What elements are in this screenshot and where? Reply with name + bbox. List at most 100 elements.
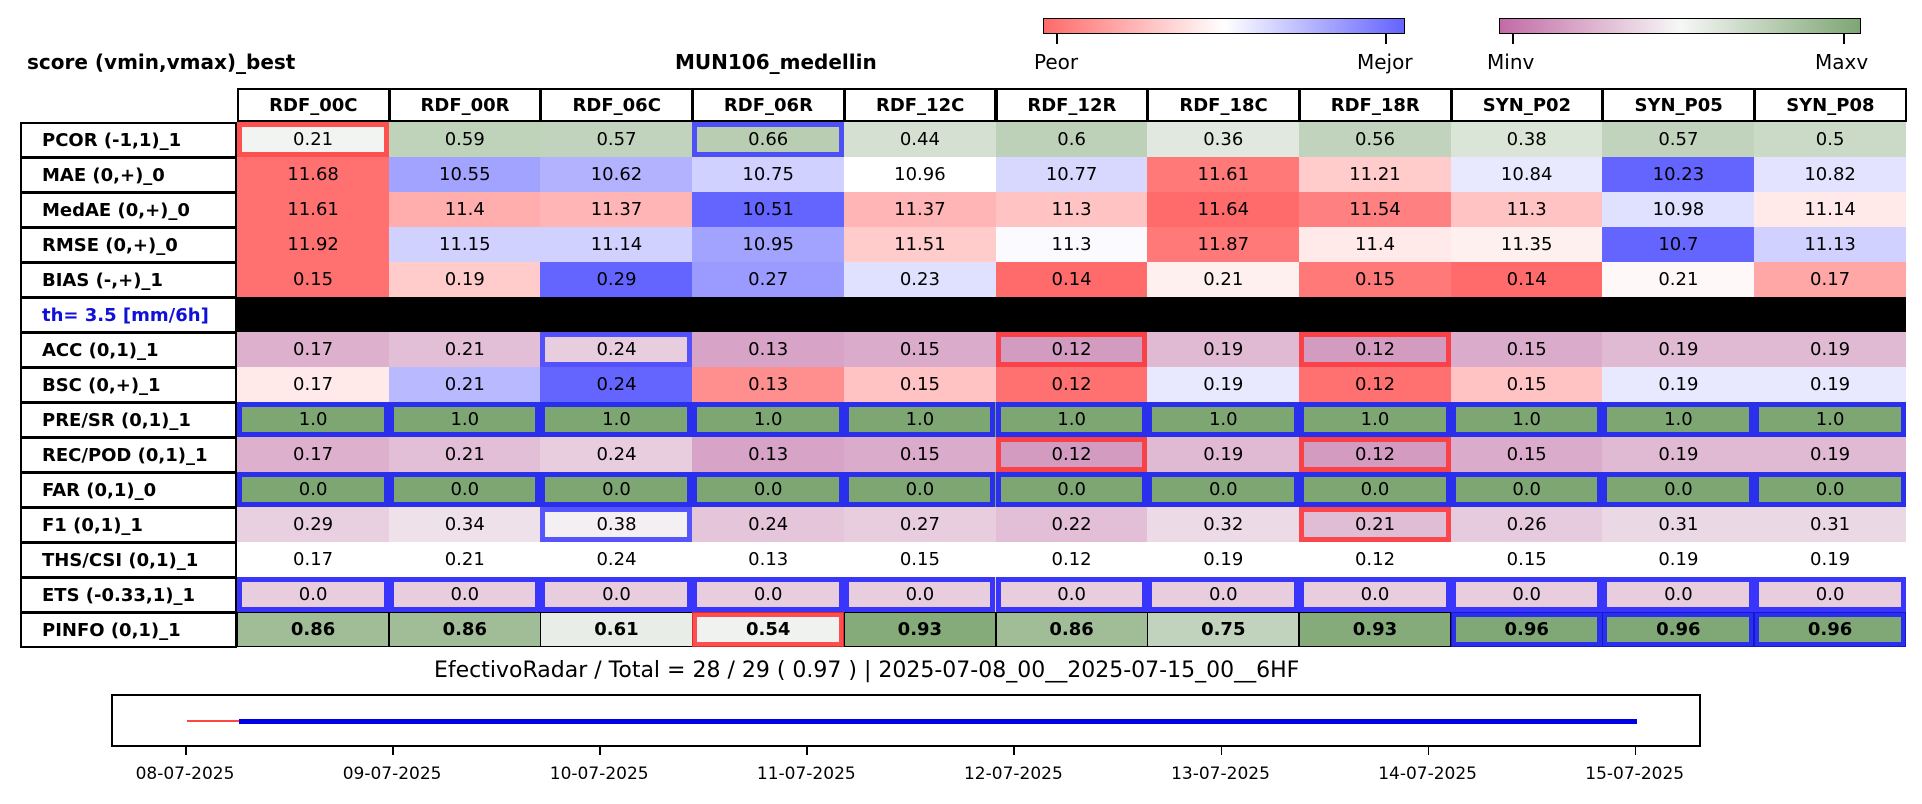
timeline-missing-segment — [187, 720, 239, 722]
timeline-tick — [599, 747, 601, 755]
score-cell: 0.75 — [1147, 612, 1300, 647]
score-cell: 0.36 — [1147, 122, 1300, 157]
score-cell: 0.12 — [995, 542, 1148, 577]
column-header: RDF_12C — [843, 88, 997, 122]
row-header: F1 (0,1)_1 — [20, 507, 237, 543]
score-cell: 0.24 — [540, 542, 693, 577]
column-header: RDF_06R — [692, 88, 845, 122]
timeline-tick — [806, 747, 808, 755]
score-cell: 0.21 — [1298, 507, 1452, 542]
row-header: REC/POD (0,1)_1 — [20, 437, 237, 473]
score-cell: 10.62 — [540, 157, 693, 192]
score-cell: 0.15 — [1298, 262, 1452, 297]
score-cell: 0.0 — [1298, 577, 1452, 612]
score-cell: 0.12 — [995, 437, 1148, 472]
timeline-tick — [1427, 747, 1430, 755]
score-cell: 0.96 — [1754, 612, 1907, 647]
score-cell: 0.19 — [1754, 367, 1907, 402]
score-cell: 0.0 — [388, 577, 541, 612]
score-cell: 10.23 — [1602, 157, 1755, 192]
station-title: MUN106_medellin — [675, 50, 877, 74]
score-cell: 0.17 — [237, 542, 390, 577]
score-cell: 0.19 — [388, 262, 541, 297]
score-cell: 11.4 — [388, 192, 541, 227]
row-header: MedAE (0,+)_0 — [20, 192, 237, 228]
score-cell: 0.38 — [1450, 122, 1603, 157]
score-cell: 0.61 — [540, 612, 693, 647]
score-cell: 0.0 — [1754, 472, 1907, 507]
score-cell: 0.21 — [388, 332, 541, 367]
colorbar-tick — [1385, 34, 1387, 44]
separator-band — [237, 297, 1906, 332]
score-cell: 0.15 — [1450, 367, 1603, 402]
row-header: th= 3.5 [mm/6h] — [20, 297, 237, 333]
score-cell: 0.19 — [1147, 542, 1300, 577]
score-cell: 0.12 — [995, 367, 1148, 402]
timeline-tick-label: 10-07-2025 — [549, 764, 649, 784]
colorbar-tick — [1512, 34, 1514, 44]
score-cell: 0.6 — [995, 122, 1148, 157]
colorbar-tick — [1056, 34, 1058, 44]
score-cell: 0.23 — [843, 262, 996, 297]
score-cell: 11.54 — [1298, 192, 1452, 227]
score-cell: 0.0 — [843, 472, 996, 507]
score-cell: 0.19 — [1754, 332, 1907, 367]
score-cell: 0.29 — [540, 262, 693, 297]
timeline-present-segment — [238, 719, 1637, 724]
score-cell: 0.86 — [388, 612, 541, 647]
score-cell: 10.75 — [692, 157, 845, 192]
score-cell: 0.44 — [843, 122, 996, 157]
score-cell: 0.14 — [1450, 262, 1603, 297]
score-cell: 0.13 — [692, 367, 845, 402]
column-header: RDF_00R — [388, 88, 542, 122]
score-cell: 0.86 — [237, 612, 390, 647]
score-cell: 0.21 — [388, 367, 541, 402]
score-cell: 11.68 — [237, 157, 390, 192]
score-cell: 0.12 — [995, 332, 1148, 367]
row-header: ACC (0,1)_1 — [20, 332, 237, 368]
score-cell: 0.19 — [1602, 437, 1755, 472]
score-cell: 0.0 — [1450, 472, 1603, 507]
score-cell: 0.34 — [388, 507, 541, 542]
score-cell: 1.0 — [1754, 402, 1907, 437]
colorbar-label-peor: Peor — [1034, 50, 1079, 74]
score-cell: 11.3 — [995, 227, 1148, 262]
score-cell: 0.12 — [1298, 367, 1452, 402]
score-cell: 1.0 — [1602, 402, 1755, 437]
score-cell: 0.0 — [692, 472, 845, 507]
score-cell: 1.0 — [843, 402, 996, 437]
score-cell: 0.19 — [1147, 367, 1300, 402]
score-cell: 0.86 — [995, 612, 1148, 647]
score-cell: 10.82 — [1754, 157, 1907, 192]
row-header: BIAS (-,+)_1 — [20, 262, 237, 298]
score-cell: 0.0 — [540, 577, 693, 612]
score-cell: 11.64 — [1147, 192, 1300, 227]
timeline-tick-label: 14-07-2025 — [1378, 764, 1477, 784]
score-cell: 0.32 — [1147, 507, 1300, 542]
score-cell: 1.0 — [995, 402, 1148, 437]
score-cell: 0.19 — [1754, 542, 1907, 577]
score-cell: 0.21 — [1602, 262, 1755, 297]
colorbar-label-mejor: Mejor — [1357, 50, 1413, 74]
score-cell: 0.15 — [843, 367, 996, 402]
row-header: PINFO (0,1)_1 — [20, 612, 237, 648]
score-cell: 10.95 — [692, 227, 845, 262]
timeline-tick — [1013, 747, 1015, 755]
timeline-tick — [392, 747, 394, 755]
score-cell: 0.15 — [1450, 542, 1603, 577]
column-header: RDF_06C — [540, 88, 694, 122]
score-cell: 0.21 — [388, 542, 541, 577]
score-title: score (vmin,vmax)_best — [27, 50, 296, 74]
summary-text: EfectivoRadar / Total = 28 / 29 ( 0.97 )… — [434, 658, 1300, 683]
score-cell: 11.4 — [1298, 227, 1452, 262]
score-cell: 0.96 — [1602, 612, 1755, 647]
score-cell: 0.15 — [1450, 332, 1603, 367]
score-cell: 0.12 — [1298, 437, 1452, 472]
score-cell: 0.15 — [843, 542, 996, 577]
score-cell: 0.13 — [692, 332, 845, 367]
column-header: SYN_P05 — [1602, 88, 1755, 122]
score-cell: 0.19 — [1602, 542, 1755, 577]
row-header: THS/CSI (0,1)_1 — [20, 542, 237, 578]
score-cell: 0.12 — [1298, 542, 1452, 577]
score-cell: 0.57 — [1602, 122, 1755, 157]
